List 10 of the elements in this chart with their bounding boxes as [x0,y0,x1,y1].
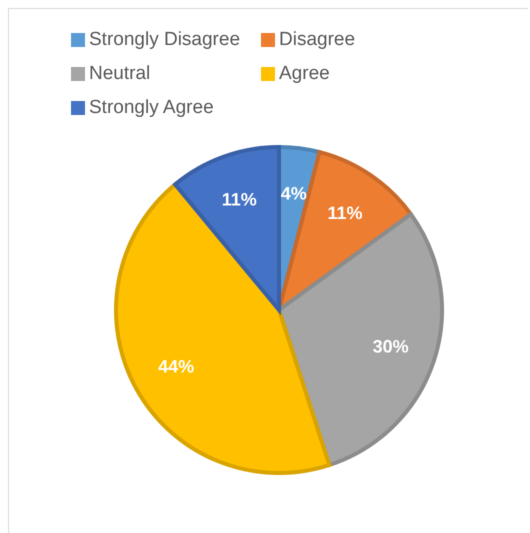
legend-label: Neutral [89,63,150,85]
legend-label: Agree [279,63,330,85]
data-label: 44% [158,356,194,377]
data-label: 11% [327,202,362,223]
legend-label: Strongly Disagree [89,29,240,51]
legend-label: Disagree [279,29,356,51]
data-label: 30% [372,336,409,356]
data-label: 11% [222,190,257,210]
data-label: 4% [280,184,307,204]
legend-label: Strongly Agree [89,97,214,119]
